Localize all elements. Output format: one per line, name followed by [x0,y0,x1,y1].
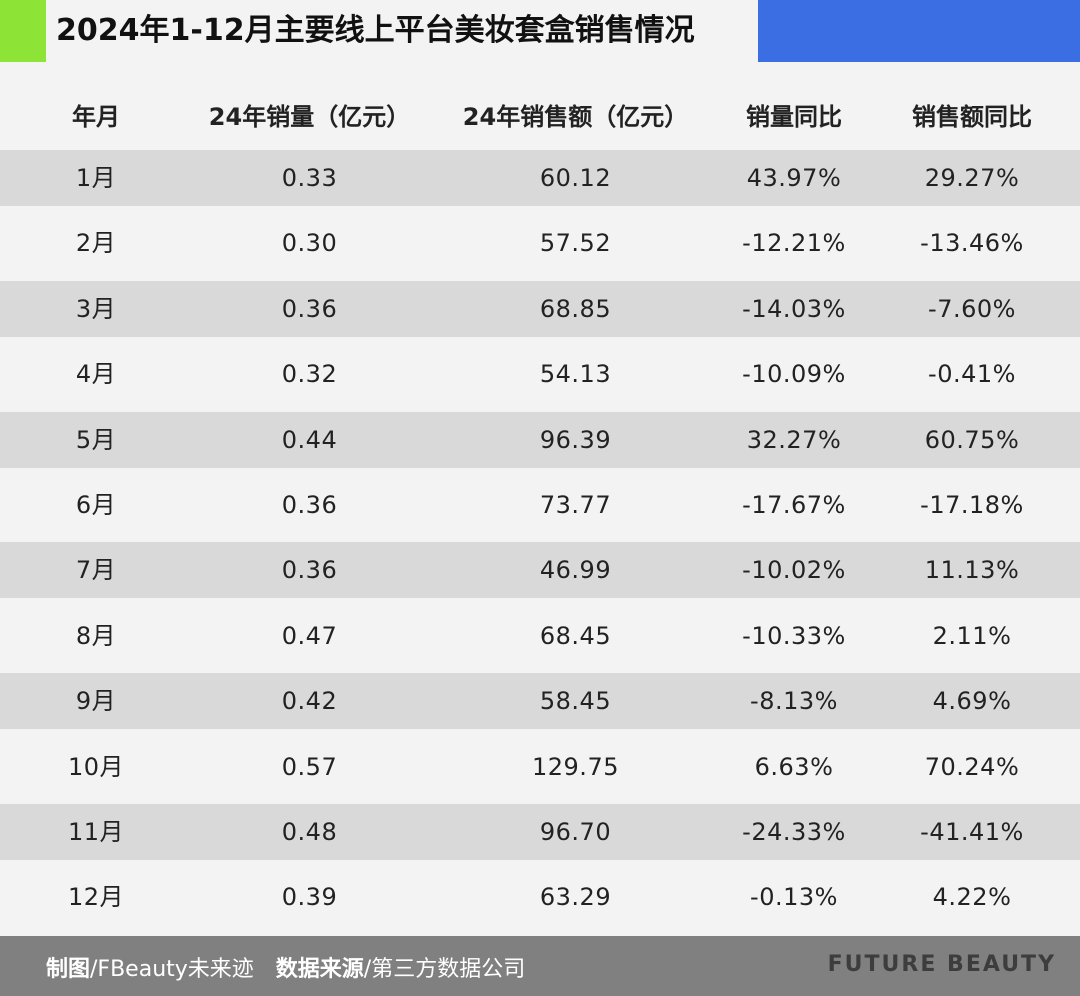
table-row: 10月 0.57 129.75 6.63% 70.24% [0,739,1080,804]
cell-sales: 60.12 [539,164,612,192]
cell-month: 9月 [75,687,117,716]
title-bar: 2024年1-12月主要线上平台美妆套盒销售情况 [0,0,1080,62]
cell-sales: 96.70 [539,817,612,846]
cell-sales: 54.13 [539,360,612,389]
footer-bar: 制图/FBeauty未来迹 数据来源/第三方数据公司 FUTURE BEAUTY [0,936,1080,996]
source-label: 数据来源 [275,957,364,982]
cell-volume: 0.36 [281,294,338,323]
cell-sales: 68.85 [539,294,612,323]
green-accent-block [0,0,46,62]
cell-sales-yoy: 4.22% [932,883,1012,912]
cell-sales: 46.99 [539,556,612,585]
cell-volume: 0.57 [281,752,338,781]
cell-volume-yoy: -24.33% [742,817,846,846]
table-row: 5月 0.44 96.39 32.27% 60.75% [0,412,1080,477]
cell-month: 7月 [75,556,117,585]
table-row: 2月 0.30 57.52 -12.21% -13.46% [0,215,1080,280]
cell-sales: 58.45 [539,687,612,716]
cell-volume: 0.47 [281,621,338,650]
cell-sales: 96.39 [539,425,612,454]
cell-sales-yoy: 29.27% [924,164,1020,192]
cell-volume: 0.32 [281,360,338,389]
cell-sales: 73.77 [539,490,612,519]
cell-volume: 0.33 [281,164,338,192]
table-row: 11月 0.48 96.70 -24.33% -41.41% [0,804,1080,869]
cell-volume: 0.36 [281,490,338,519]
table-row: 4月 0.32 54.13 -10.09% -0.41% [0,346,1080,411]
cell-volume-yoy: 6.63% [754,752,834,781]
cell-sales-yoy: 60.75% [924,425,1020,454]
table-row: 6月 0.36 73.77 -17.67% -17.18% [0,477,1080,542]
cell-month: 6月 [75,490,117,519]
cell-volume-yoy: -10.02% [742,556,846,585]
cell-sales-yoy: -0.41% [928,360,1016,389]
row-shading [0,150,1080,935]
cell-volume: 0.44 [281,425,338,454]
cell-volume-yoy: -17.67% [742,490,846,519]
header-sales-yoy: 销售额同比 [912,102,1032,131]
cell-sales: 63.29 [539,883,612,912]
page-title: 2024年1-12月主要线上平台美妆套盒销售情况 [56,13,695,48]
cell-sales: 57.52 [539,229,612,258]
table-row: 1月 0.33 60.12 43.97% 29.27% [0,150,1080,215]
table-row: 7月 0.36 46.99 -10.02% 11.13% [0,542,1080,607]
chart-value: /FBeauty未来迹 [90,957,254,982]
cell-month: 1月 [75,164,117,192]
cell-volume-yoy: -10.09% [742,360,846,389]
cell-month: 4月 [75,360,117,389]
cell-volume-yoy: -14.03% [742,294,846,323]
cell-month: 10月 [67,752,125,781]
cell-sales: 68.45 [539,621,612,650]
cell-volume: 0.36 [281,556,338,585]
cell-sales-yoy: -17.18% [920,490,1024,519]
row-band [0,411,1080,477]
row-band [0,803,1080,869]
cell-volume-yoy: -12.21% [742,229,846,258]
table-header: 年月 24年销量（亿元） 24年销售额（亿元） 销量同比 销售额同比 [0,80,1080,148]
chart-label: 制图 [46,957,91,982]
row-band [0,673,1080,738]
cell-month: 11月 [67,817,125,846]
table-row: 3月 0.36 68.85 -14.03% -7.60% [0,281,1080,346]
cell-month: 3月 [75,294,117,323]
cell-volume-yoy: -8.13% [750,687,838,716]
cell-volume: 0.30 [281,229,338,258]
blue-accent-block [758,0,1080,62]
cell-month: 12月 [67,883,125,912]
cell-sales: 129.75 [532,752,619,781]
cell-month: 8月 [75,621,117,650]
header-month: 年月 [72,102,120,131]
brand-logo-text: FUTURE BEAUTY [827,952,1056,977]
cell-sales-yoy: -41.41% [920,817,1024,846]
table-row: 8月 0.47 68.45 -10.33% 2.11% [0,608,1080,673]
cell-volume: 0.39 [281,883,338,912]
table-row: 12月 0.39 63.29 -0.13% 4.22% [0,869,1080,934]
cell-sales-yoy: 11.13% [924,556,1020,585]
row-band [0,150,1080,215]
cell-sales-yoy: -13.46% [920,229,1024,258]
cell-volume-yoy: -0.13% [750,883,838,912]
footer-credits: 制图/FBeauty未来迹 数据来源/第三方数据公司 [46,951,525,983]
cell-month: 2月 [75,229,117,258]
cell-sales-yoy: 70.24% [924,752,1020,781]
cell-volume-yoy: 32.27% [746,425,842,454]
cell-sales-yoy: 4.69% [932,687,1012,716]
row-band [0,542,1080,607]
cell-volume-yoy: 43.97% [746,164,842,192]
table-row: 9月 0.42 58.45 -8.13% 4.69% [0,673,1080,738]
cell-volume-yoy: -10.33% [742,621,846,650]
cell-sales-yoy: 2.11% [932,621,1012,650]
source-value: /第三方数据公司 [363,957,526,982]
cell-month: 5月 [75,425,117,454]
cell-volume: 0.48 [281,817,338,846]
row-band [0,280,1080,346]
header-sales: 24年销售额（亿元） [462,102,689,131]
cell-volume: 0.42 [281,687,338,716]
cell-sales-yoy: -7.60% [928,294,1016,323]
table-body: 1月 0.33 60.12 43.97% 29.27% 2月 0.30 57.52 -12.21… [0,150,1080,935]
header-volume-yoy: 销量同比 [746,102,842,131]
header-volume: 24年销量（亿元） [208,102,411,131]
